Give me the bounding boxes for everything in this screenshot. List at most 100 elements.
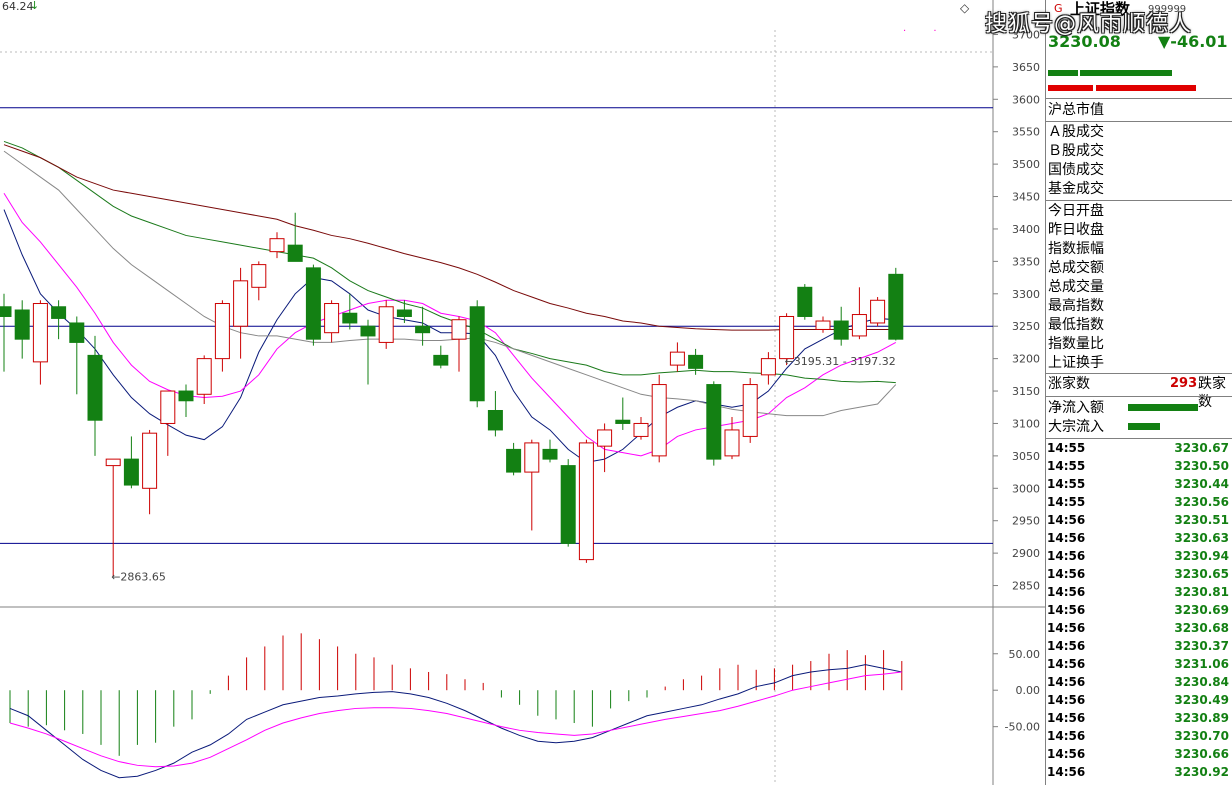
candle-body bbox=[51, 306, 67, 319]
tick-row[interactable]: 14:55 3230.44 bbox=[1046, 476, 1232, 494]
ratio-label: 指数量比 bbox=[1048, 336, 1104, 352]
candle-body bbox=[14, 309, 30, 340]
tick-row[interactable]: 14:56 3230.37 bbox=[1046, 638, 1232, 656]
moving-average-line bbox=[3, 150, 897, 417]
candle-body bbox=[870, 299, 886, 324]
candle-body bbox=[415, 325, 431, 334]
moving-average-line bbox=[3, 144, 896, 331]
top-left-value: 64.24 bbox=[2, 0, 34, 13]
macd-fast-line bbox=[9, 664, 902, 779]
y-tick-label: 3450 bbox=[1012, 191, 1040, 204]
tick-price: 3230.49 bbox=[1174, 693, 1229, 707]
candle-body bbox=[597, 429, 613, 447]
candle-body bbox=[724, 429, 740, 457]
candle-body bbox=[487, 409, 503, 431]
tick-price: 3230.56 bbox=[1174, 495, 1229, 509]
tick-row[interactable]: 14:56 3230.68 bbox=[1046, 620, 1232, 638]
tick-row[interactable]: 14:56 3230.66 bbox=[1046, 746, 1232, 764]
moving-average-line bbox=[3, 209, 896, 463]
y-tick-label: 3300 bbox=[1012, 288, 1040, 301]
index-title-row: G 上证指数 999999 bbox=[1050, 0, 1230, 18]
tick-time: 14:56 bbox=[1047, 603, 1086, 617]
tick-row[interactable]: 14:56 3230.51 bbox=[1046, 512, 1232, 530]
chart-annotation: ←3195.31 - 3197.32 bbox=[785, 355, 896, 368]
prev-close-label: 昨日收盘 bbox=[1048, 222, 1104, 238]
tick-time: 14:55 bbox=[1047, 495, 1086, 509]
down-arrow-icon: ↓ bbox=[30, 0, 40, 12]
candle-body bbox=[251, 264, 267, 288]
candle-body bbox=[305, 267, 321, 340]
tick-row[interactable]: 14:56 3231.06 bbox=[1046, 656, 1232, 674]
tick-row[interactable]: 14:56 3230.63 bbox=[1046, 530, 1232, 548]
y-tick-label: 50.00 bbox=[1009, 648, 1041, 661]
tick-time: 14:56 bbox=[1047, 711, 1086, 725]
chart-annotation: ←2863.65 bbox=[111, 571, 166, 584]
kline-chart[interactable]: 3700 3650 3600 3550 3500 3450 3400 3350 3300 3250… bbox=[0, 0, 1045, 785]
candle-body bbox=[451, 319, 467, 340]
y-tick-label: 3350 bbox=[1012, 255, 1040, 268]
y-tick-label: 3050 bbox=[1012, 450, 1040, 463]
candle-body bbox=[506, 448, 522, 473]
tick-row[interactable]: 14:56 3230.69 bbox=[1046, 602, 1232, 620]
divider bbox=[1046, 121, 1232, 122]
low-label: 最低指数 bbox=[1048, 317, 1104, 333]
net-inflow-label: 净流入额 bbox=[1048, 400, 1104, 416]
fund-label: 基金成交 bbox=[1048, 181, 1104, 197]
candle-body bbox=[32, 303, 48, 363]
advancers-label: 涨家数 bbox=[1048, 376, 1090, 392]
tick-row[interactable]: 14:56 3230.65 bbox=[1046, 566, 1232, 584]
tick-price: 3230.92 bbox=[1174, 765, 1229, 779]
candle-body bbox=[542, 448, 558, 460]
candle-body bbox=[123, 458, 139, 486]
divider bbox=[1046, 200, 1232, 201]
block-inflow-label: 大宗流入 bbox=[1048, 419, 1104, 435]
kline-chart-area[interactable]: 3700 3650 3600 3550 3500 3450 3400 3350 3300 3250… bbox=[0, 0, 1045, 785]
market-cap-label: 沪总市值 bbox=[1048, 102, 1104, 118]
tick-price: 3230.63 bbox=[1174, 531, 1229, 545]
volume-bar-green-2 bbox=[1080, 70, 1172, 76]
tick-row[interactable]: 14:55 3230.56 bbox=[1046, 494, 1232, 512]
tick-price: 3231.06 bbox=[1174, 657, 1229, 671]
tick-time: 14:55 bbox=[1047, 477, 1086, 491]
candle-body bbox=[706, 384, 722, 460]
tick-time: 14:56 bbox=[1047, 531, 1086, 545]
tick-price: 3230.94 bbox=[1174, 549, 1229, 563]
candle-body bbox=[851, 314, 867, 337]
tick-price: 3230.70 bbox=[1174, 729, 1229, 743]
candle-body bbox=[324, 303, 340, 334]
tick-row[interactable]: 14:56 3230.70 bbox=[1046, 728, 1232, 746]
candle-body bbox=[469, 306, 485, 402]
candle-body bbox=[524, 442, 540, 473]
candle-body bbox=[760, 358, 776, 376]
candle-body bbox=[196, 358, 212, 395]
tick-row[interactable]: 14:56 3230.92 bbox=[1046, 764, 1232, 782]
y-tick-label: 3400 bbox=[1012, 223, 1040, 236]
tick-row[interactable]: 14:56 3230.84 bbox=[1046, 674, 1232, 692]
y-tick-label: 3250 bbox=[1012, 320, 1040, 333]
candle-body bbox=[233, 280, 249, 327]
tick-row[interactable]: 14:56 3230.94 bbox=[1046, 548, 1232, 566]
tick-row[interactable]: 14:56 3230.81 bbox=[1046, 584, 1232, 602]
diamond-icon[interactable]: ◇ bbox=[960, 1, 970, 15]
total-volume-label: 总成交量 bbox=[1048, 279, 1104, 295]
advancers-value: 293 bbox=[1170, 376, 1198, 391]
total-amount-label: 总成交额 bbox=[1048, 260, 1104, 276]
tick-time: 14:56 bbox=[1047, 513, 1086, 527]
a-share-label: Ａ股成交 bbox=[1048, 124, 1104, 140]
tick-price: 3230.37 bbox=[1174, 639, 1229, 653]
candle-body bbox=[87, 354, 103, 421]
volume-bar-green-1 bbox=[1048, 70, 1078, 76]
candle-body bbox=[688, 354, 704, 369]
tick-row[interactable]: 14:55 3230.67 bbox=[1046, 440, 1232, 458]
tick-row[interactable]: 14:56 3230.49 bbox=[1046, 692, 1232, 710]
tick-row[interactable]: 14:55 3230.50 bbox=[1046, 458, 1232, 476]
amplitude-label: 指数振幅 bbox=[1048, 241, 1104, 257]
macd-slow-line bbox=[9, 671, 902, 768]
divider bbox=[1046, 396, 1232, 397]
tick-price: 3230.84 bbox=[1174, 675, 1229, 689]
candle-body bbox=[742, 384, 758, 437]
candle-body bbox=[160, 390, 176, 424]
turnover-label: 上证换手 bbox=[1048, 355, 1104, 371]
y-tick-label: 3150 bbox=[1012, 385, 1040, 398]
tick-row[interactable]: 14:56 3230.89 bbox=[1046, 710, 1232, 728]
